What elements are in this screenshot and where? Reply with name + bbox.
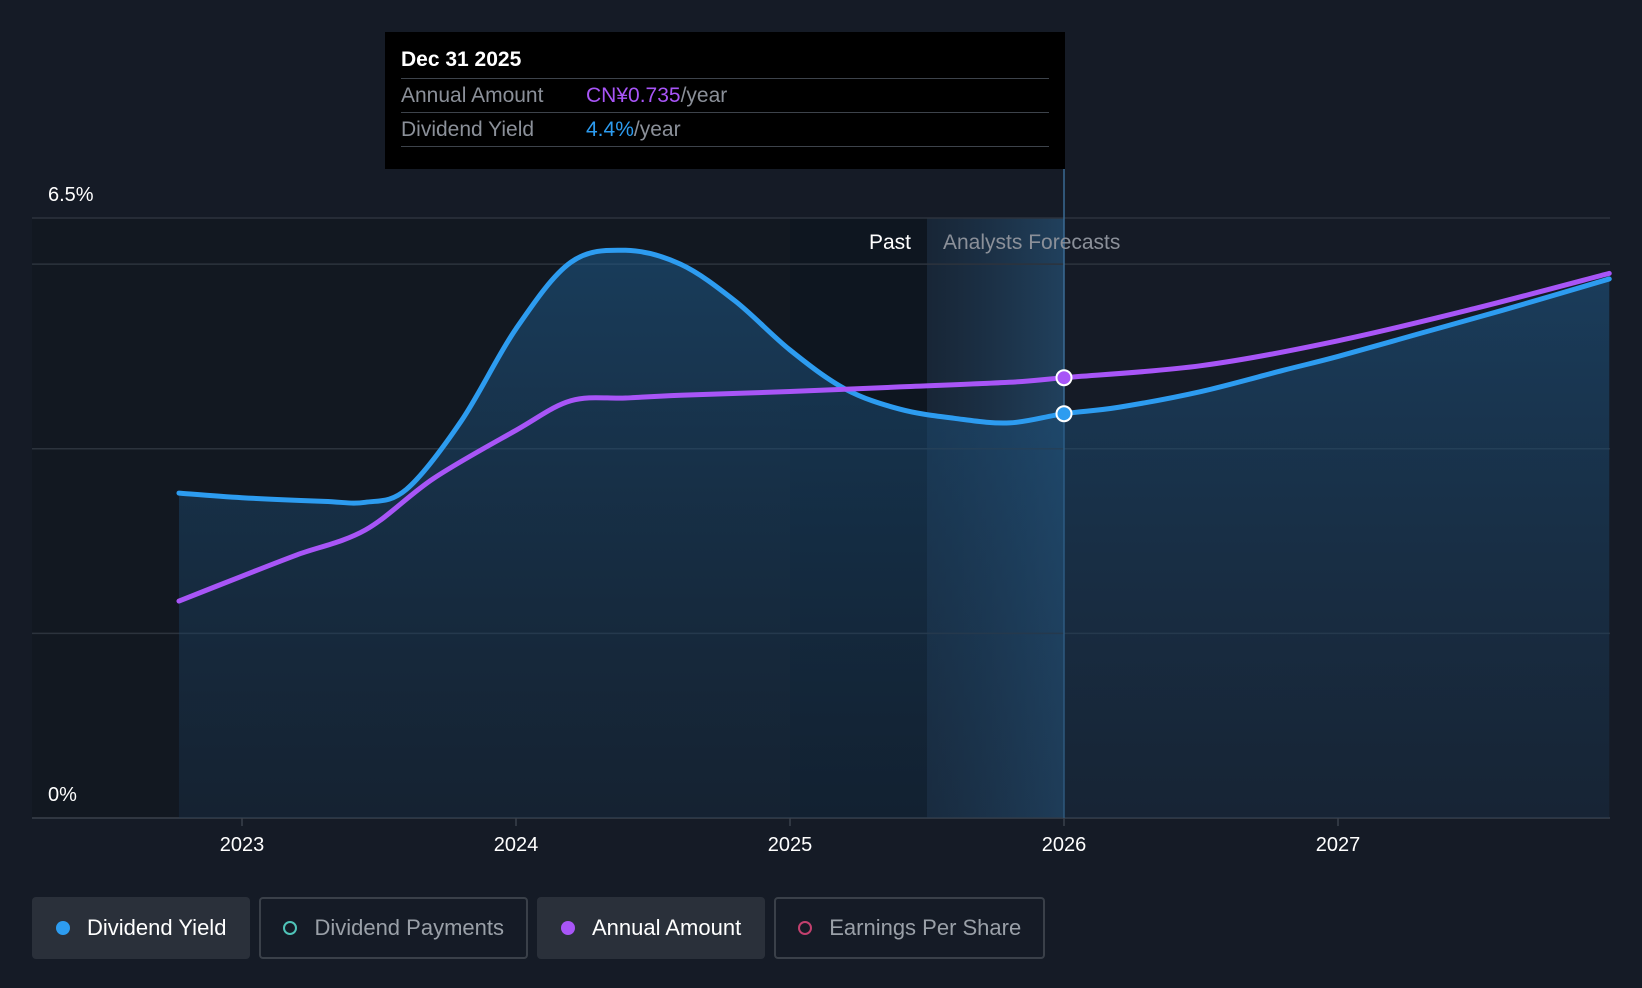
dividend-yield-line: [176, 247, 1612, 506]
legend-annual-amount[interactable]: Annual Amount: [536, 897, 766, 959]
legend-dividend-yield[interactable]: Dividend Yield: [32, 897, 251, 959]
annual-amount-line: [176, 270, 1612, 604]
tooltip-row-annual-amount: Annual Amount CN¥0.735 /year: [401, 78, 1049, 112]
x-tick-label: 2026: [1042, 834, 1087, 856]
tooltip-label: Annual Amount: [401, 83, 544, 107]
legend-earnings-per-share[interactable]: Earnings Per Share: [774, 897, 1046, 959]
legend-label: Dividend Yield: [87, 915, 227, 940]
tooltip-label: Dividend Yield: [401, 117, 535, 141]
y-tick-label-top: 6.5%: [48, 184, 94, 206]
tooltip-value: 4.4%: [586, 117, 634, 141]
tooltip: Dec 31 2025 Annual Amount CN¥0.735 /year…: [385, 32, 1065, 169]
dividend-yield-area: [178, 250, 1610, 819]
x-tick-label: 2023: [220, 834, 265, 856]
y-tick-label-bottom: 0%: [48, 784, 77, 806]
legend-dividend-payments[interactable]: Dividend Payments: [259, 897, 528, 959]
tooltip-unit: /year: [680, 83, 728, 107]
legend-label: Annual Amount: [591, 915, 742, 940]
legend-dot-icon: [560, 921, 575, 935]
x-tick-label: 2024: [494, 834, 539, 856]
tooltip-row-dividend-yield: Dividend Yield 4.4% /year: [401, 112, 1049, 147]
dividend-yield-marker: [1055, 405, 1073, 423]
tooltip-value: CN¥0.735: [586, 83, 681, 107]
legend-dot-icon: [283, 921, 298, 935]
legend-label: Earnings Per Share: [829, 915, 1022, 940]
tooltip-date: Dec 31 2025: [401, 48, 522, 71]
tooltip-unit: /year: [633, 117, 681, 141]
x-tick-label: 2027: [1316, 834, 1361, 856]
x-tick-label: 2025: [768, 834, 813, 856]
annual-amount-marker: [1055, 369, 1073, 387]
legend-dot-icon: [798, 921, 813, 935]
legend-dot-icon: [56, 921, 70, 935]
legend-label: Dividend Payments: [314, 915, 504, 940]
legend: Dividend Yield Dividend Payments Annual …: [32, 897, 1046, 959]
past-label: Past: [869, 231, 911, 254]
forecast-label: Analysts Forecasts: [943, 231, 1120, 254]
